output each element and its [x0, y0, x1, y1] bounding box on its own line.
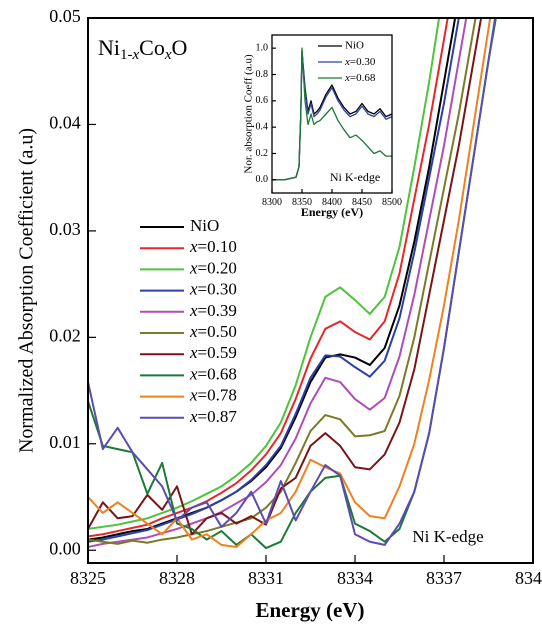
annotation: Ni K-edge — [412, 527, 483, 546]
legend-label: x=0.68 — [189, 364, 237, 383]
title-part: O — [172, 35, 188, 60]
data-line — [88, 18, 441, 530]
title-part: Ni — [98, 35, 120, 60]
y-tick-label: 0.2 — [256, 148, 269, 159]
y-tick-label: 0.8 — [256, 69, 269, 80]
y-axis-label: Nor. absorption Coeff (a.u) — [243, 54, 255, 174]
y-tick-label: 0.01 — [49, 432, 81, 452]
data-line — [88, 18, 460, 543]
x-tick-label: 8334 — [337, 568, 373, 588]
legend-label: x=0.59 — [189, 343, 237, 362]
plot-frame — [87, 17, 534, 564]
y-tick-label: 0.6 — [256, 95, 269, 106]
x-tick-label: 8325 — [70, 568, 106, 588]
legend-label: x=0.30 — [344, 56, 376, 68]
legend-label: x=0.10 — [189, 237, 237, 256]
y-tick-label: 1.0 — [256, 42, 269, 53]
inset-background — [236, 25, 402, 219]
y-axis-label: Normalized Absorption Coefficient (a.u) — [16, 128, 38, 453]
data-line — [88, 18, 468, 549]
x-tick-label: 8450 — [352, 197, 372, 208]
legend-label: x=0.78 — [189, 386, 237, 405]
legend-label: NiO — [190, 216, 219, 235]
x-tick-label: 8337 — [426, 568, 462, 588]
x-axis-label: Energy (eV) — [301, 205, 363, 219]
y-tick-label: 0.05 — [49, 6, 81, 26]
title-part: x — [164, 47, 172, 63]
data-line — [88, 18, 449, 538]
data-line — [88, 18, 492, 549]
x-tick-label: 8350 — [292, 197, 312, 208]
title-part: x — [132, 47, 140, 63]
y-tick-label: 0.00 — [49, 538, 81, 558]
x-tick-label: 8500 — [382, 197, 402, 208]
annotation: Ni K-edge — [330, 170, 380, 184]
y-tick-label: 0.04 — [49, 113, 81, 133]
legend-label: x=0.20 — [189, 258, 237, 277]
chart-title: Ni1-xCoxO — [98, 35, 187, 63]
title-part: 1- — [120, 47, 133, 63]
x-tick-label: 8328 — [159, 568, 195, 588]
data-line — [88, 18, 483, 536]
title-part: Co — [139, 35, 165, 60]
data-line — [88, 18, 497, 546]
x-tick-label: 8300 — [262, 197, 282, 208]
x-tick-label: 8331 — [248, 568, 284, 588]
legend-label: x=0.30 — [189, 280, 237, 299]
y-tick-label: 0.4 — [256, 121, 269, 132]
data-line — [272, 47, 392, 181]
legend-label: NiO — [345, 40, 364, 52]
y-tick-label: 0.03 — [49, 219, 81, 239]
data-line — [88, 18, 477, 545]
y-tick-label: 0.02 — [49, 325, 81, 345]
x-tick-label: 8400 — [322, 197, 342, 208]
legend-label: x=0.39 — [189, 301, 237, 320]
y-tick-label: 0.0 — [256, 174, 269, 185]
legend-label: x=0.87 — [189, 407, 237, 426]
legend-label: x=0.50 — [189, 322, 237, 341]
legend-label: x=0.68 — [344, 72, 376, 84]
x-axis-label: Energy (eV) — [255, 598, 364, 622]
